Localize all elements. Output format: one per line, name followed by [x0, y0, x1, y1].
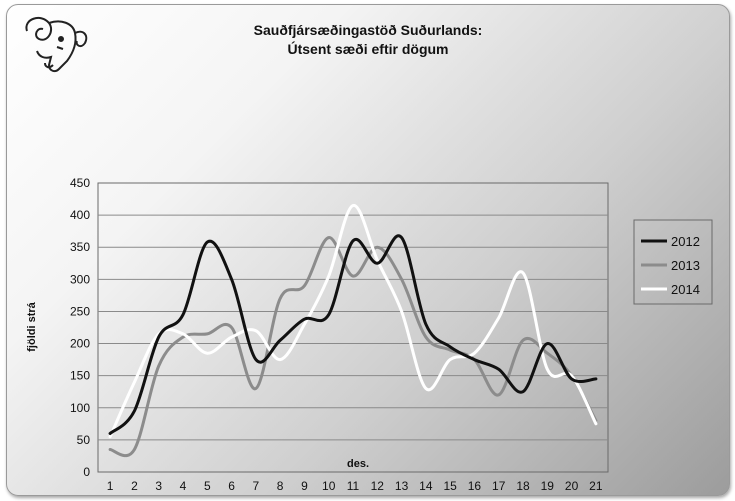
x-tick-label: 4: [180, 479, 187, 493]
x-tick-label: 14: [419, 479, 433, 493]
x-tick-label: 1: [107, 479, 114, 493]
x-tick-label: 13: [395, 479, 409, 493]
legend-box: [633, 219, 713, 305]
x-tick-label: 20: [565, 479, 579, 493]
series-lines: [108, 204, 598, 458]
chart: Sauðfjársæðingastöð Suðurlands: Útsent s…: [25, 16, 713, 493]
x-tick-label: 11: [347, 479, 360, 493]
x-axis-title: des.: [347, 458, 369, 470]
x-tick-label: 6: [228, 479, 235, 493]
legend: 2012 2013 2014: [633, 219, 713, 305]
y-tick-label: 300: [70, 272, 90, 286]
x-tick-label: 10: [322, 479, 336, 493]
series-line-2014: [108, 204, 598, 439]
x-tick-label: 7: [253, 479, 260, 493]
y-tick-labels: 0 50 100 150 200 250 300 350 400 450: [70, 176, 90, 479]
y-tick-label: 450: [70, 176, 90, 190]
chart-subtitle: Útsent sæði eftir dögum: [287, 40, 448, 57]
legend-label-2014: 2014: [671, 282, 700, 297]
y-axis-title: fjöldi strá: [26, 301, 38, 351]
legend-label-2012: 2012: [671, 234, 700, 249]
x-tick-label: 15: [443, 479, 457, 493]
x-tick-label: 19: [541, 479, 555, 493]
x-tick-label: 21: [589, 479, 603, 493]
x-tick-label: 18: [516, 479, 530, 493]
y-tick-label: 50: [77, 433, 91, 447]
x-tick-label: 2: [131, 479, 138, 493]
series-line-2013: [108, 236, 598, 458]
chart-title: Sauðfjársæðingastöð Suðurlands:: [254, 22, 483, 38]
x-tick-label: 3: [155, 479, 162, 493]
ram-head-icon: [25, 16, 88, 73]
y-tick-label: 350: [70, 240, 90, 254]
x-tick-label: 17: [492, 479, 506, 493]
x-tick-label: 16: [468, 479, 482, 493]
y-tick-label: 200: [70, 337, 90, 351]
y-tick-label: 400: [70, 208, 90, 222]
series-line-2012: [108, 234, 598, 435]
legend-label-2013: 2013: [671, 258, 700, 273]
x-tick-label: 9: [301, 479, 308, 493]
x-tick-label: 12: [371, 479, 385, 493]
y-tick-label: 0: [83, 465, 90, 479]
gridlines: [98, 214, 608, 441]
y-tick-label: 100: [70, 401, 90, 415]
y-tick-label: 250: [70, 304, 90, 318]
y-tick-label: 150: [70, 369, 90, 383]
chart-frame: Sauðfjársæðingastöð Suðurlands: Útsent s…: [6, 4, 730, 496]
x-tick-label: 5: [204, 479, 211, 493]
plot-area: [97, 182, 609, 473]
x-tick-labels: 1 2 3 4 5 6 7 8 9 10 11 12 13 14 15 16 17 18 19 20 21: [107, 479, 603, 493]
x-tick-label: 8: [277, 479, 284, 493]
